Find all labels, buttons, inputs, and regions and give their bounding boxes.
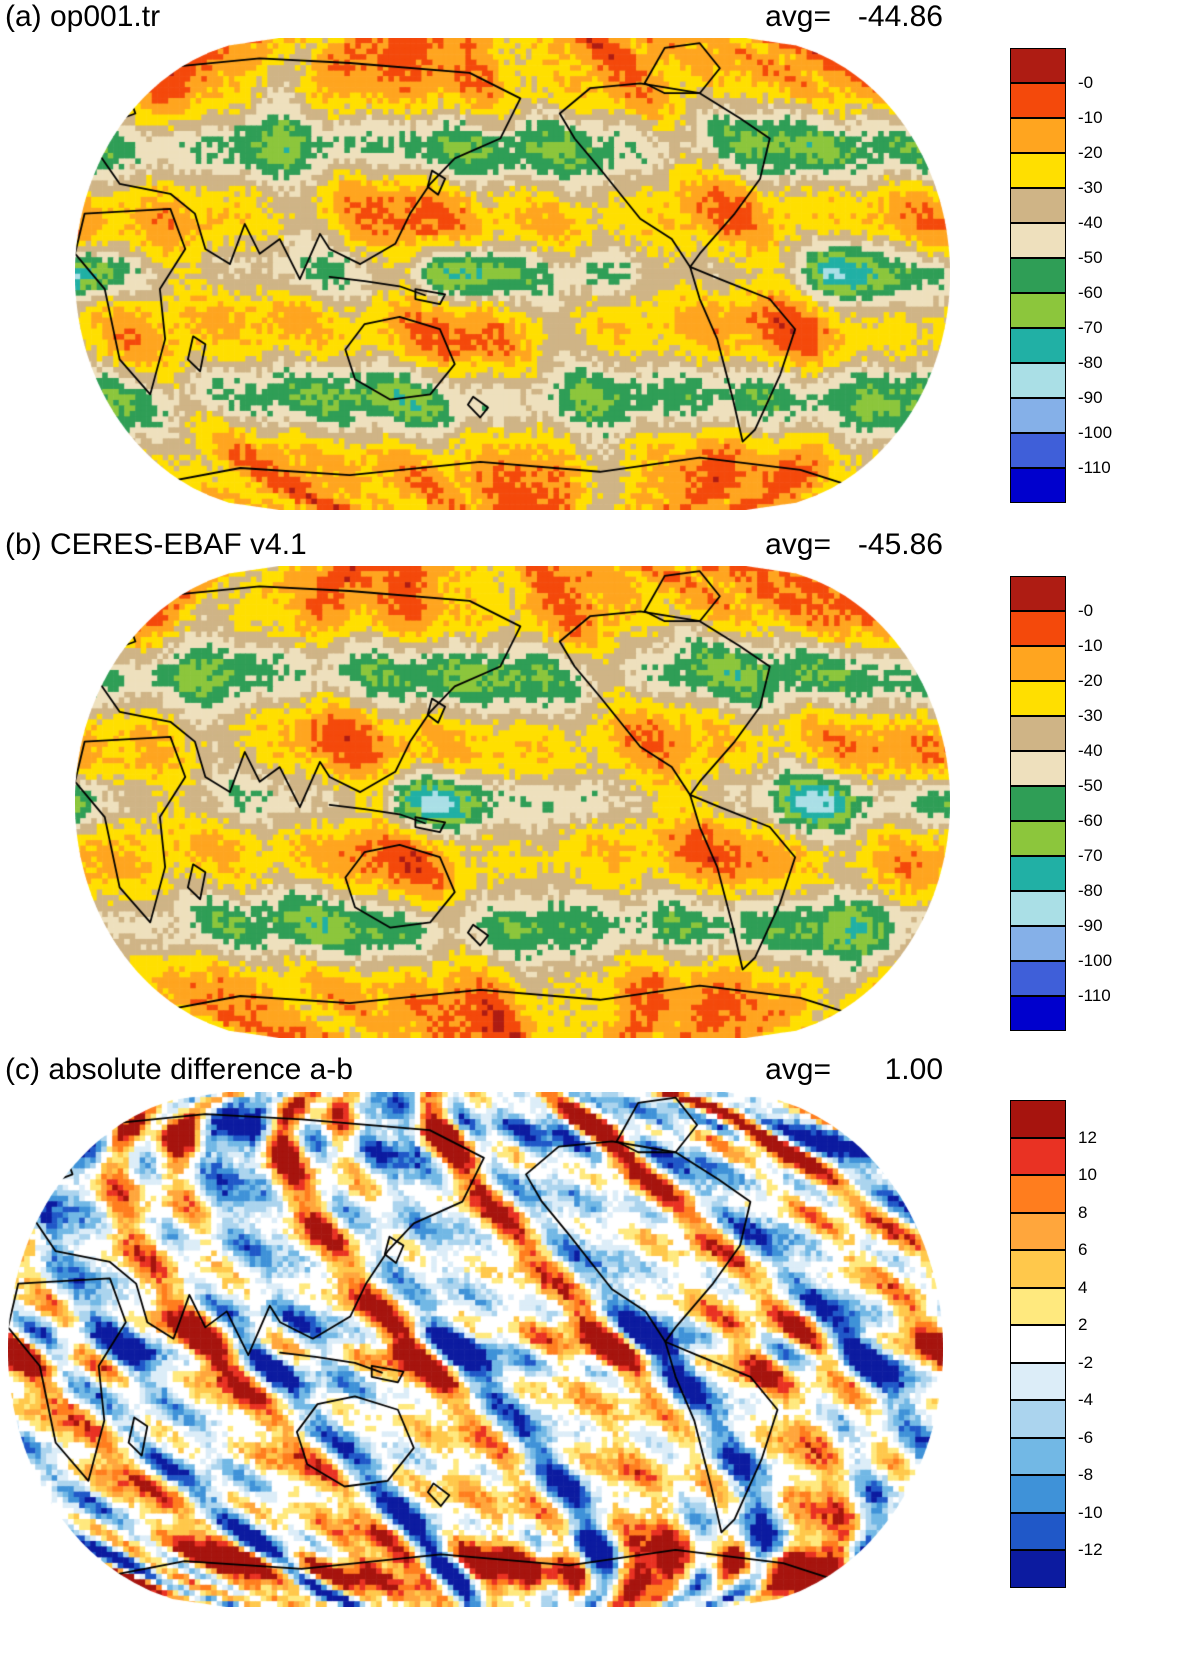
colorbar-tick-label: -40	[1078, 741, 1103, 760]
avg-value: 1.00	[884, 1053, 943, 1086]
colorbar-cell	[1010, 153, 1066, 188]
colorbar-cell	[1010, 1137, 1066, 1175]
colorbar-cell	[1010, 328, 1066, 363]
colorbar-cell	[1010, 398, 1066, 433]
world-map-b	[75, 566, 950, 1038]
colorbar-cell	[1010, 576, 1066, 611]
colorbar-tick-label: -30	[1078, 706, 1103, 725]
colorbar-tick-label: -90	[1078, 388, 1103, 407]
colorbar-tick-label: -8	[1078, 1465, 1094, 1484]
colorbar-tick-label: -12	[1078, 1540, 1103, 1559]
colorbar-cell	[1010, 1175, 1066, 1213]
colorbar-tick-label: 4	[1078, 1277, 1088, 1297]
panel-a-title: (a) op001.tr	[5, 0, 161, 33]
avg-label: avg=	[765, 0, 831, 33]
colorbar-cell	[1010, 1475, 1066, 1513]
colorbar-cell	[1010, 1250, 1066, 1288]
colorbar-tick-label: -20	[1078, 671, 1103, 690]
colorbar-cell	[1010, 48, 1066, 83]
colorbar-cell	[1010, 223, 1066, 258]
colorbar-cell	[1010, 611, 1066, 646]
colorbar-cell	[1010, 716, 1066, 751]
panel-b-header: (b) CERES-EBAF v4.1 avg= -45.86	[5, 528, 943, 562]
avg-value: -45.86	[857, 528, 943, 561]
colorbar-cell	[1010, 926, 1066, 961]
colorbar-tick-label: -40	[1078, 213, 1103, 232]
colorbar-tick-label: -80	[1078, 881, 1103, 900]
panel-c-average: avg= 1.00	[765, 1053, 943, 1087]
colorbar-tick-label: -0	[1078, 601, 1094, 620]
colorbar-cell	[1010, 1325, 1066, 1363]
colorbar-cell	[1010, 83, 1066, 118]
world-map-c	[8, 1092, 943, 1607]
colorbar-tick-label: -4	[1078, 1390, 1094, 1409]
colorbar-tick-label: -60	[1078, 283, 1103, 302]
panel-a-average: avg= -44.86	[765, 0, 943, 34]
colorbar-cell	[1010, 891, 1066, 926]
colorbar-tick-label: -10	[1078, 1502, 1103, 1522]
colorbar-tick-label: -110	[1078, 986, 1111, 1005]
colorbar-tick-label: -110	[1078, 458, 1111, 477]
panel-c: (c) absolute difference a-b avg= 1.00 12…	[0, 1053, 1191, 1677]
avg-value: -44.86	[857, 0, 943, 33]
colorbar-cell	[1010, 1400, 1066, 1438]
colorbar-tick-label: -70	[1078, 846, 1103, 865]
colorbar-cell	[1010, 786, 1066, 821]
colorbar-tick-label: -50	[1078, 248, 1103, 267]
panel-c-header: (c) absolute difference a-b avg= 1.00	[5, 1053, 943, 1087]
colorbar-b: -0 -10 -20 -30 -40 -50 -60 -70 -80 -90 -100 -110	[1010, 576, 1112, 1033]
colorbar-tick-label: -10	[1078, 108, 1103, 127]
colorbar-tick-label: -50	[1078, 776, 1103, 795]
colorbar-tick-label: -30	[1078, 178, 1103, 197]
world-map-a	[75, 38, 950, 510]
colorbar-tick-label: -90	[1078, 916, 1103, 935]
colorbar-cell	[1010, 188, 1066, 223]
colorbar-tick-label: -60	[1078, 811, 1103, 830]
colorbar-cell	[1010, 1362, 1066, 1400]
panel-b: (b) CERES-EBAF v4.1 avg= -45.86 -0 -10 -20…	[0, 528, 1191, 1053]
colorbar-cell	[1010, 1100, 1066, 1138]
colorbar-a: -0 -10 -20 -30 -40 -50 -60 -70 -80 -90 -100 -110	[1010, 48, 1112, 505]
colorbar-tick-label: -20	[1078, 143, 1103, 162]
colorbar-tick-label: -10	[1078, 636, 1103, 655]
colorbar-cell	[1010, 856, 1066, 891]
colorbar-tick-label: -0	[1078, 73, 1094, 92]
colorbar-cell	[1010, 293, 1066, 328]
colorbar-tick-label: -80	[1078, 353, 1103, 372]
colorbar-tick-label: 6	[1078, 1240, 1088, 1259]
colorbar-cell	[1010, 961, 1066, 996]
colorbar-tick-label: 12	[1078, 1127, 1097, 1147]
colorbar-cell	[1010, 821, 1066, 856]
colorbar-cell	[1010, 751, 1066, 786]
colorbar-tick-label: -100	[1078, 951, 1113, 970]
colorbar-cell	[1010, 118, 1066, 153]
panel-b-average: avg= -45.86	[765, 528, 943, 562]
colorbar-tick-label: 10	[1078, 1165, 1097, 1184]
colorbar-cell	[1010, 681, 1066, 716]
avg-label: avg=	[765, 528, 831, 561]
colorbar-cell	[1010, 996, 1066, 1031]
colorbar-tick-label: -6	[1078, 1427, 1094, 1447]
colorbar-cell	[1010, 433, 1066, 468]
colorbar-c: 12 10 8 6 4 2 -2 -4 -6 -8 -10 -12	[1010, 1100, 1103, 1590]
colorbar-tick-label: 2	[1078, 1315, 1088, 1334]
colorbar-cell	[1010, 1437, 1066, 1475]
colorbar-cell	[1010, 468, 1066, 503]
panel-c-title: (c) absolute difference a-b	[5, 1053, 353, 1086]
colorbar-cell	[1010, 1212, 1066, 1250]
colorbar-cell	[1010, 1287, 1066, 1325]
colorbar-tick-label: -100	[1078, 423, 1113, 442]
colorbar-tick-label: 8	[1078, 1202, 1088, 1222]
panel-a: (a) op001.tr avg= -44.86 -0 -10 -20 -30 -40-…	[0, 0, 1191, 528]
avg-label: avg=	[765, 1053, 831, 1086]
colorbar-cell	[1010, 1550, 1066, 1588]
colorbar-cell	[1010, 646, 1066, 681]
colorbar-cell	[1010, 1512, 1066, 1550]
panel-a-header: (a) op001.tr avg= -44.86	[5, 0, 943, 34]
colorbar-tick-label: -2	[1078, 1352, 1094, 1372]
colorbar-cell	[1010, 258, 1066, 293]
colorbar-tick-label: -70	[1078, 318, 1103, 337]
colorbar-cell	[1010, 363, 1066, 398]
panel-b-title: (b) CERES-EBAF v4.1	[5, 528, 307, 561]
